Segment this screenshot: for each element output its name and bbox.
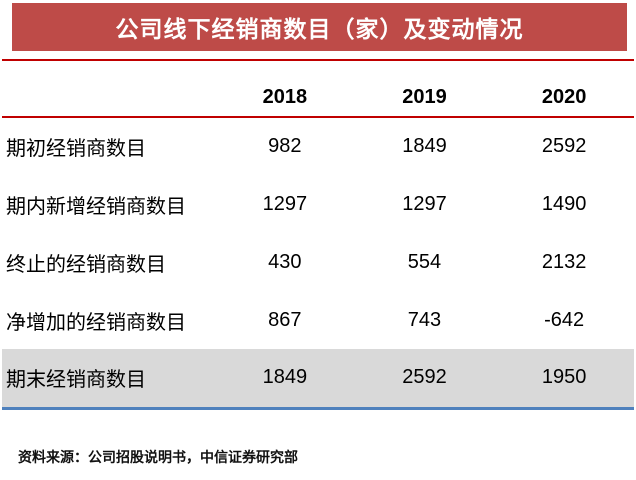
red-rule-top <box>2 59 634 61</box>
cell-value: 1490 <box>541 192 587 215</box>
header-year-2020: 2020 <box>494 61 634 118</box>
table-row-closing-dealers: 期末经销商数目 1849 2592 1950 <box>2 349 634 410</box>
cell-value: 430 <box>268 250 302 273</box>
cell-value: 1297 <box>402 192 447 215</box>
cell-value: 2132 <box>541 250 587 273</box>
row-label: 期内新增经销商数目 <box>6 195 186 218</box>
row-label: 终止的经销商数目 <box>6 253 166 276</box>
cell-value: 867 <box>268 308 302 331</box>
cell-value: 2592 <box>354 349 495 410</box>
header-year-2019: 2019 <box>354 61 495 118</box>
dealer-count-table: 2018 2019 2020 期初经销商数目 982 1849 2592 期内新… <box>2 61 634 410</box>
cell-value: 1849 <box>215 349 355 410</box>
cell-value: 743 <box>407 308 442 331</box>
cell-value: 1950 <box>494 349 634 410</box>
header-corner-cell <box>2 61 215 118</box>
row-label: 期末经销商数目 <box>2 349 215 410</box>
table-row-terminated-dealers: 终止的经销商数目 430 554 2132 <box>2 233 634 291</box>
cell-value: 1849 <box>402 135 447 157</box>
row-label: 净增加的经销商数目 <box>6 311 186 334</box>
table-row-opening-dealers: 期初经销商数目 982 1849 2592 <box>2 117 634 175</box>
figure-title-bar: 公司线下经销商数目（家）及变动情况 <box>12 3 627 51</box>
cell-value: 2592 <box>541 135 587 157</box>
row-label: 期初经销商数目 <box>6 138 146 160</box>
source-note: 资料来源：公司招股说明书，中信证券研究部 <box>18 448 298 465</box>
figure: 公司线下经销商数目（家）及变动情况 2018 2019 2020 期初经销商数目… <box>0 3 636 467</box>
cell-value: 554 <box>407 250 442 273</box>
figure-title: 公司线下经销商数目（家）及变动情况 <box>115 16 524 42</box>
table-row-net-increase-dealers: 净增加的经销商数目 867 743 -642 <box>2 291 634 349</box>
table-row-new-dealers: 期内新增经销商数目 1297 1297 1490 <box>2 175 634 233</box>
table-header-row: 2018 2019 2020 <box>2 61 634 118</box>
header-year-2018: 2018 <box>215 61 355 118</box>
cell-value: 1297 <box>262 192 308 215</box>
cell-value: -642 <box>544 308 585 331</box>
cell-value: 982 <box>268 135 302 157</box>
